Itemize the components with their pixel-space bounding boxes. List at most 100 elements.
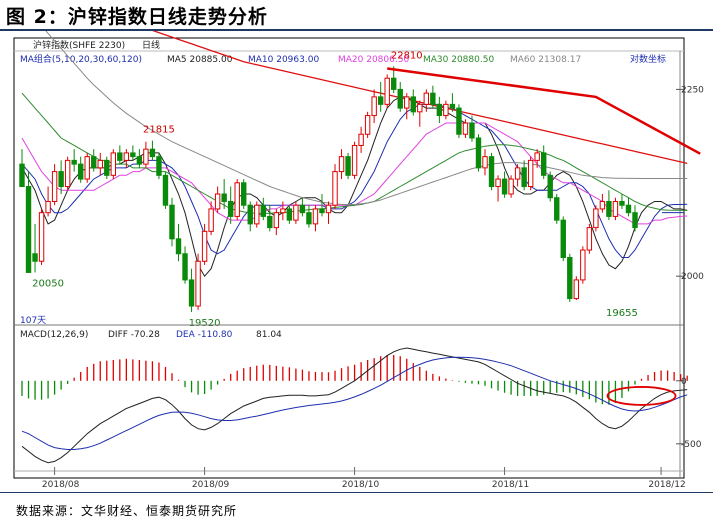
ma30-value: MA30 20880.50 — [423, 55, 494, 65]
candle-body — [267, 215, 273, 229]
macd-line-dea — [21, 356, 688, 450]
candle-body — [208, 208, 214, 232]
ma-group-label[interactable]: MA组合(5,10,20,30,60,120) — [20, 53, 142, 65]
candle-body — [25, 186, 32, 273]
candle-body — [110, 152, 116, 176]
candle-body — [175, 238, 182, 255]
price-annotation: 19655 — [606, 308, 638, 319]
candle-body — [97, 159, 103, 169]
candle-body — [345, 156, 351, 176]
candle-body — [286, 208, 293, 221]
candle-body — [123, 152, 130, 161]
candle-body — [319, 208, 325, 214]
candle-body — [436, 103, 443, 117]
price-panel: 2250 2000 22810 21815 20050 19520 19655 — [19, 31, 704, 329]
toolbar-title[interactable]: 沪锌指数(SHFE 2230) — [33, 39, 125, 51]
candle-body — [573, 279, 580, 300]
highlight-ellipse — [606, 386, 677, 406]
candle-body — [332, 171, 338, 206]
figure-title: 图 2：沪锌指数日线走势分析 — [6, 6, 268, 28]
candle-body — [632, 212, 638, 229]
price-annotation: 21815 — [143, 125, 175, 136]
ma10-value: MA10 20963.00 — [248, 55, 319, 65]
candle-body — [273, 212, 280, 229]
candle-body — [51, 171, 58, 202]
candle-body — [534, 152, 540, 161]
period-label[interactable]: 日线 — [142, 39, 160, 51]
candle-body — [91, 156, 97, 169]
candle-body — [247, 204, 253, 225]
scale-mode-label[interactable]: 对数坐标 — [630, 53, 666, 65]
candle-body — [254, 204, 260, 225]
candle-body — [391, 77, 397, 90]
candle-body — [338, 156, 345, 173]
candle-body — [554, 197, 560, 221]
candle-body — [560, 219, 566, 259]
ma-legend: MA组合(5,10,20,30,60,120) MA5 20885.00 MA1… — [20, 53, 666, 65]
ma-line-ma10 — [21, 103, 688, 258]
bottom-rule — [0, 492, 713, 493]
candle-body — [482, 156, 488, 169]
candle-body — [143, 148, 149, 165]
candle-body — [462, 122, 469, 135]
candle-body — [430, 92, 436, 105]
candle-body — [71, 159, 77, 165]
candle-body — [495, 178, 501, 188]
candle-body — [586, 227, 593, 251]
candle-body — [136, 156, 143, 165]
candle-body — [84, 156, 90, 180]
candle-body — [527, 159, 534, 188]
candle-body — [117, 152, 123, 161]
time-tick-label: 2018/10 — [342, 480, 380, 490]
candle-body — [169, 204, 175, 240]
macd-legend: MACD(12,26,9) DIFF -70.28 DEA -110.80 81… — [20, 330, 282, 340]
candle-body — [384, 77, 390, 105]
source-note: 数据来源：文华财经、恒泰期货研究所 — [16, 504, 238, 518]
ma-line-ma60 — [45, 31, 688, 205]
price-tick-label: 2250 — [681, 85, 704, 95]
candle-body — [162, 174, 169, 206]
candle-body — [104, 159, 110, 176]
days-label: 107天 — [20, 316, 46, 326]
candle-body — [417, 103, 423, 113]
candle-body — [306, 212, 312, 225]
candle-body — [221, 193, 227, 202]
price-annotation: 19520 — [189, 318, 221, 329]
candle-body — [410, 96, 416, 113]
candle-body — [404, 96, 410, 109]
candle-body — [599, 200, 606, 210]
ma60-value: MA60 21308.17 — [510, 55, 581, 65]
candle-body — [182, 253, 188, 281]
candle-body — [514, 167, 521, 180]
time-tick-label: 2018/12 — [648, 480, 685, 490]
ma-line-ma30 — [21, 92, 688, 214]
macd-tick-label: -500 — [681, 440, 702, 450]
candle-body — [293, 204, 299, 221]
candle-body — [234, 182, 240, 217]
price-annotation: 22810 — [391, 50, 423, 61]
candle-body — [541, 152, 547, 176]
candle-body — [449, 103, 456, 109]
time-tick-label: 2018/11 — [492, 480, 529, 490]
candle-body — [45, 200, 51, 214]
candle-body — [358, 133, 364, 146]
macd-tick-label: 0 — [681, 377, 687, 387]
candle-body — [501, 178, 508, 195]
candle-body — [299, 204, 306, 214]
candle-body — [77, 163, 84, 180]
candle-body — [567, 257, 573, 300]
candle-body — [214, 193, 221, 210]
candle-body — [456, 107, 462, 135]
macd-value: 81.04 — [256, 330, 282, 340]
diff-value: DIFF -70.28 — [108, 330, 160, 340]
candle-body — [32, 253, 38, 262]
candle-body — [521, 167, 527, 188]
dea-value: DEA -110.80 — [176, 330, 233, 340]
candle-body — [241, 182, 247, 206]
candle-body — [156, 156, 162, 176]
candle-body — [377, 96, 384, 105]
candle-body — [201, 230, 208, 262]
ma20-value: MA20 20806.50 — [338, 55, 409, 65]
trendline — [387, 67, 701, 155]
kline-chart: 沪锌指数(SHFE 2230) 日线 MA组合(5,10,20,30,60,12… — [13, 31, 704, 490]
